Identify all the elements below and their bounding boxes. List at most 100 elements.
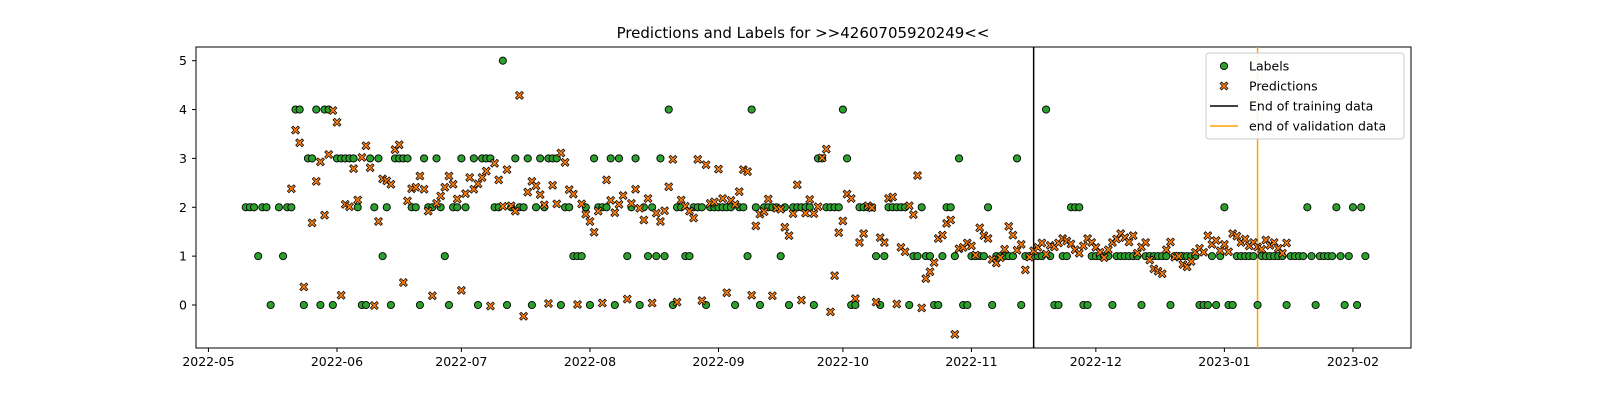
prediction-point [436, 191, 446, 201]
prediction-point [494, 175, 504, 185]
prediction-point [510, 206, 520, 216]
prediction-point [664, 182, 674, 192]
prediction-point [307, 218, 317, 228]
prediction-point [606, 195, 616, 205]
prediction-point [734, 187, 744, 197]
prediction-point [539, 200, 549, 210]
label-point [502, 300, 512, 310]
label-point [411, 203, 420, 212]
label-point [1212, 300, 1221, 310]
prediction-point [531, 181, 541, 191]
prediction-point [465, 172, 475, 182]
label-point [328, 300, 337, 310]
prediction-point [796, 295, 806, 305]
label-point [623, 252, 632, 261]
prediction-point [490, 158, 500, 168]
label-point [697, 203, 706, 212]
prediction-point [1041, 249, 1051, 259]
label-point [602, 203, 611, 212]
label-point [420, 154, 429, 163]
prediction-point [423, 206, 433, 216]
label-point [519, 203, 528, 212]
prediction-point [651, 208, 661, 218]
label-point [905, 300, 914, 310]
prediction-point [854, 237, 864, 247]
prediction-point [655, 216, 665, 226]
prediction-point [689, 213, 699, 223]
label-point [1137, 300, 1146, 310]
prediction-point [643, 193, 653, 203]
label-point [685, 252, 694, 261]
prediction-point [295, 138, 305, 148]
prediction-point [432, 198, 442, 208]
x-tick-label: 2022-09 [692, 354, 744, 369]
label-point [838, 105, 847, 114]
label-point [1062, 252, 1071, 261]
label-point [444, 300, 454, 310]
label-point [1311, 300, 1320, 310]
prediction-point [535, 190, 545, 200]
prediction-point [365, 163, 375, 173]
prediction-point [589, 227, 599, 237]
prediction-point [461, 189, 471, 199]
label-point [453, 203, 462, 212]
label-point [880, 252, 889, 261]
label-point [287, 203, 296, 212]
prediction-point [622, 294, 632, 304]
prediction-point [668, 154, 678, 164]
label-point [979, 252, 988, 261]
label-point [934, 300, 943, 310]
prediction-point [809, 209, 819, 219]
prediction-point [776, 204, 786, 214]
label-point [631, 154, 640, 163]
prediction-point [286, 184, 296, 194]
legend-label: Labels [1249, 59, 1289, 74]
label-point [1332, 203, 1341, 212]
prediction-point [805, 194, 815, 204]
prediction-point [1165, 237, 1175, 247]
label-point [274, 203, 283, 212]
prediction-point [1199, 247, 1209, 257]
prediction-point [593, 206, 603, 216]
label-point [776, 252, 785, 261]
label-point [1340, 300, 1349, 310]
label-point [946, 203, 955, 212]
label-point [308, 154, 317, 163]
plot-area: 2022-05 2022-06 2022-07 2022-08 2022-09 2022-… [179, 46, 1412, 369]
label-point [635, 300, 644, 310]
label-point [1353, 300, 1362, 310]
prediction-point [573, 300, 582, 310]
prediction-point [1219, 239, 1229, 249]
prediction-point [821, 144, 831, 154]
prediction-point [950, 329, 960, 339]
prediction-point [846, 193, 856, 203]
prediction-point [1186, 257, 1196, 267]
prediction-point [1008, 230, 1018, 240]
prediction-point [320, 210, 330, 220]
prediction-point [1124, 237, 1134, 247]
label-point [954, 154, 964, 163]
prediction-point [353, 195, 363, 205]
label-point [917, 203, 926, 212]
prediction-point [369, 300, 379, 310]
prediction-point [502, 165, 512, 175]
label-point [755, 300, 765, 310]
label-point [386, 300, 395, 310]
prediction-point [975, 223, 985, 233]
prediction-point [440, 182, 450, 192]
prediction-point [784, 231, 794, 241]
label-point [606, 154, 615, 163]
label-point [353, 203, 362, 212]
label-point [1220, 203, 1229, 212]
prediction-point [635, 203, 645, 213]
prediction-point [921, 274, 931, 284]
label-point [1282, 300, 1291, 310]
x-tick-label: 2023-01 [1198, 354, 1250, 369]
label-point [1303, 203, 1312, 212]
label-point [461, 203, 470, 212]
y-tick-label: 3 [179, 151, 187, 166]
label-point [664, 105, 673, 114]
prediction-point [473, 179, 483, 189]
prediction-point [830, 271, 840, 281]
prediction-point [1004, 221, 1014, 231]
